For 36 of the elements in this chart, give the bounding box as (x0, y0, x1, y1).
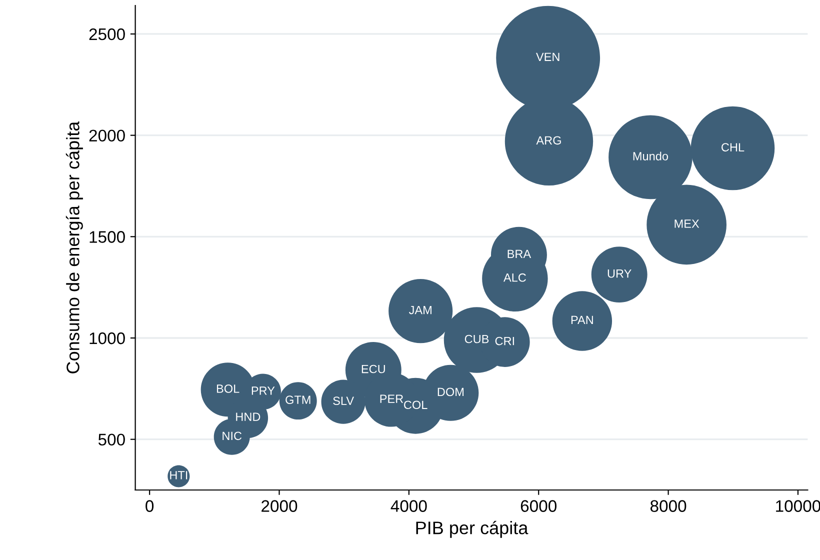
annotation: BOL (216, 384, 240, 393)
annotation: JAM (408, 306, 432, 314)
annotation: COL (404, 400, 428, 410)
annotation: ECU (362, 364, 385, 374)
annotation: VEN (536, 52, 560, 61)
x-tick-label: 6000 (520, 500, 556, 512)
annotation: CUB (464, 334, 489, 344)
annotation: PER (380, 394, 404, 403)
annotation: PAN (571, 316, 593, 324)
x-tick-label: 10000 (776, 500, 820, 512)
y-tick-label: 2500 (89, 28, 125, 40)
annotation: PRY (252, 386, 275, 395)
x-axis-title: PIB per cápita (416, 520, 528, 538)
annotation: ALC (503, 273, 526, 282)
annotation: ARG (536, 136, 561, 145)
annotation: MEX (674, 220, 700, 228)
y-tick-label: 500 (98, 434, 125, 446)
annotation: HND (236, 412, 260, 421)
annotation: URY (608, 269, 632, 278)
annotation: Mundo (633, 152, 668, 160)
x-tick-label: 4000 (390, 500, 427, 512)
annotation: HTI (170, 471, 188, 480)
y-axis-title: Consumo de energía per cápita (66, 121, 83, 374)
y-tick-label: 1000 (90, 332, 125, 344)
annotation: DOM (438, 388, 464, 396)
x-tick-label: 8000 (650, 500, 686, 512)
x-tick-label: 2000 (262, 500, 298, 512)
y-tick-label: 1500 (90, 231, 125, 243)
annotation: CRI (495, 336, 514, 346)
annotation: NIC (222, 432, 242, 440)
annotation: GTM (286, 396, 310, 404)
annotation: SLV (333, 396, 354, 406)
annotation: BRA (508, 250, 532, 258)
y-tick-label: 2000 (89, 130, 125, 142)
x-tick-label: 0 (146, 500, 154, 512)
annotation: CHL (722, 143, 744, 152)
